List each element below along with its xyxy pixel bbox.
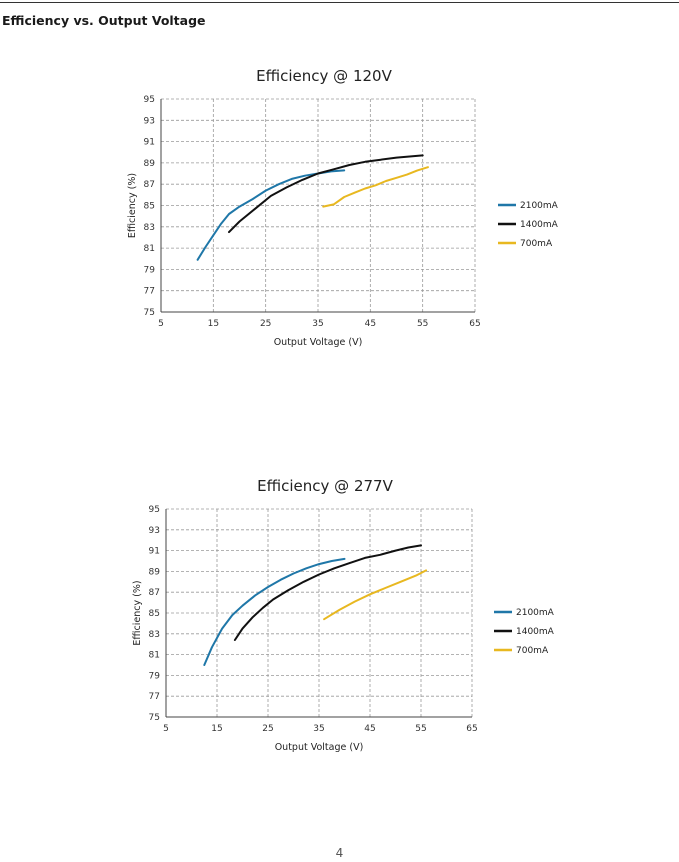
y-tick-label: 85 (149, 609, 160, 619)
legend-label: 2100mA (516, 608, 555, 618)
y-tick-label: 79 (144, 265, 156, 275)
x-tick-label: 65 (469, 319, 480, 329)
y-axis-label: Efficiency (%) (127, 173, 138, 238)
x-tick-label: 15 (208, 319, 219, 329)
efficiency-chart-277v: Efficiency @ 277V 75 77 79 81 83 85 87 89 91 93 95 5… (132, 477, 555, 753)
y-tick-label: 77 (144, 287, 155, 297)
x-tick-label: 55 (415, 724, 426, 734)
x-tick-label: 25 (262, 724, 273, 734)
series-line-700ma (323, 569, 428, 621)
y-tick-label: 79 (149, 671, 161, 681)
x-tick-label: 35 (312, 319, 323, 329)
x-tick-label: 65 (466, 724, 477, 734)
series-line-1400ma (228, 154, 424, 234)
legend-label: 700mA (516, 646, 549, 656)
y-axis-label: Efficiency (%) (132, 580, 143, 645)
y-tick-label: 87 (144, 180, 155, 190)
y-tick-label: 87 (149, 588, 160, 598)
y-tick-label: 75 (149, 713, 160, 723)
y-tick-label: 89 (144, 159, 156, 169)
y-tick-label: 75 (144, 308, 155, 318)
x-tick-label: 35 (313, 724, 324, 734)
legend-label: 700mA (520, 239, 553, 249)
y-tick-label: 91 (144, 138, 155, 148)
x-tick-label: 55 (417, 319, 428, 329)
y-tick-label: 81 (144, 244, 155, 254)
y-tick-label: 93 (149, 526, 160, 536)
y-tick-label: 95 (144, 95, 155, 105)
x-axis-label: Output Voltage (V) (274, 337, 363, 348)
y-tick-label: 77 (149, 692, 160, 702)
series-line-1400ma (233, 544, 422, 641)
series-line-700ma (322, 166, 429, 208)
series-line-2100ma (203, 557, 346, 666)
legend-label: 2100mA (520, 201, 559, 211)
x-axis-label: Output Voltage (V) (275, 742, 364, 753)
chart-title: Efficiency @ 277V (257, 477, 393, 495)
y-tick-label: 91 (149, 547, 160, 557)
efficiency-chart-120v: Efficiency @ 120V 75 77 79 81 83 85 87 89 91 93 95 5… (127, 67, 559, 348)
top-rule (0, 2, 679, 3)
y-tick-label: 81 (149, 651, 160, 661)
x-tick-label: 45 (365, 319, 376, 329)
y-tick-label: 95 (149, 505, 160, 515)
legend-label: 1400mA (516, 627, 555, 637)
page-number: 4 (335, 846, 344, 860)
y-tick-label: 89 (149, 567, 161, 577)
y-tick-label: 83 (149, 630, 160, 640)
y-tick-label: 85 (144, 202, 155, 212)
legend-label: 1400mA (520, 220, 559, 230)
x-tick-label: 25 (260, 319, 271, 329)
y-tick-label: 83 (144, 223, 155, 233)
x-tick-label: 45 (364, 724, 375, 734)
x-tick-label: 15 (211, 724, 222, 734)
page-heading: Efficiency vs. Output Voltage (2, 13, 206, 28)
x-tick-label: 5 (163, 724, 169, 734)
chart-title: Efficiency @ 120V (256, 67, 392, 85)
y-tick-label: 93 (144, 116, 155, 126)
x-tick-label: 5 (158, 319, 164, 329)
